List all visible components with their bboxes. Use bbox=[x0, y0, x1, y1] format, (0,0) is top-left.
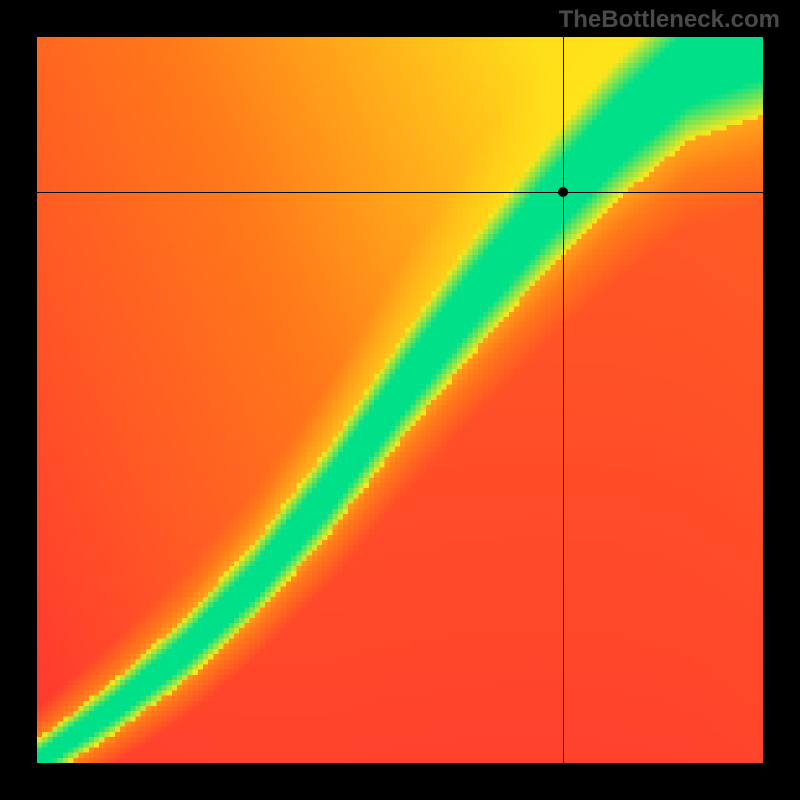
crosshair-horizontal bbox=[37, 192, 763, 193]
watermark-text: TheBottleneck.com bbox=[559, 6, 780, 34]
crosshair-marker bbox=[558, 187, 568, 197]
plot-area bbox=[37, 37, 763, 763]
heatmap-canvas bbox=[37, 37, 763, 763]
crosshair-vertical bbox=[563, 37, 564, 763]
